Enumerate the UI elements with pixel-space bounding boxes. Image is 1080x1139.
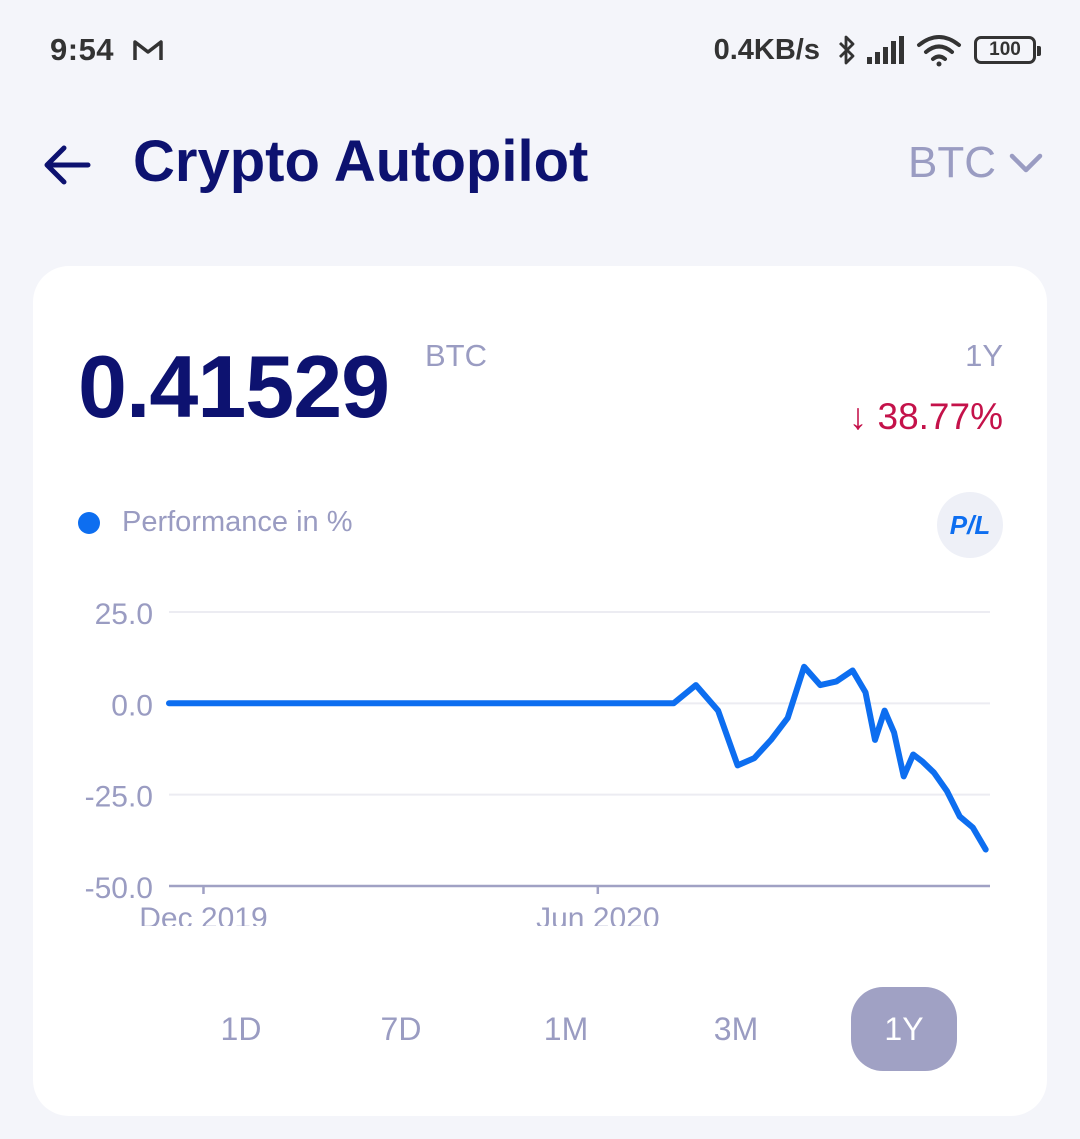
wifi-icon [917, 35, 961, 67]
battery-level: 100 [989, 39, 1021, 60]
range-tab-1m[interactable]: 1M [543, 1010, 589, 1047]
y-tick-label: 0.0 [111, 689, 153, 722]
x-tick-label: Dec 2019 [139, 902, 267, 926]
change-percent: ↓ 38.77% [848, 396, 1003, 437]
period-label: 1Y [965, 338, 1003, 373]
status-time: 9:54 [50, 32, 115, 67]
gmail-icon [133, 40, 163, 60]
network-speed: 0.4KB/s [713, 33, 820, 66]
pl-toggle-button[interactable]: P/L [937, 492, 1003, 558]
chevron-down-icon [1009, 153, 1043, 173]
y-tick-label: -25.0 [85, 781, 153, 814]
status-bar: 9:54 0.4KB/s 100 [0, 0, 1080, 100]
legend-dot [78, 511, 100, 534]
page-title: Crypto Autopilot [133, 129, 589, 194]
chart-legend: Performance in % [78, 506, 353, 539]
back-arrow-icon[interactable] [40, 138, 94, 192]
bluetooth-icon [839, 35, 855, 65]
signal-icon [867, 36, 904, 64]
balance-unit: BTC [425, 338, 487, 373]
currency-value: BTC [908, 138, 996, 187]
y-tick-label: 25.0 [95, 598, 153, 631]
currency-dropdown[interactable]: BTC [908, 138, 1044, 188]
header: Crypto Autopilot BTC [0, 120, 1080, 210]
x-tick-label: Jun 2020 [536, 902, 659, 926]
range-tab-3m[interactable]: 3M [713, 1010, 759, 1047]
range-tab-7d[interactable]: 7D [380, 1010, 422, 1047]
performance-line [166, 663, 989, 853]
range-tab-1d[interactable]: 1D [220, 1010, 262, 1047]
legend-label: Performance in % [122, 506, 353, 538]
y-tick-label: -50.0 [85, 872, 153, 905]
battery-icon: 100 [974, 36, 1041, 64]
status-left: 9:54 [50, 32, 164, 68]
portfolio-card: 0.41529 BTC 1Y ↓ 38.77% Performance in %… [33, 266, 1047, 1116]
status-right: 0.4KB/s 100 [713, 33, 1041, 67]
balance-value: 0.41529 [78, 337, 390, 436]
range-tabs: 1D 7D 1M 3M 1Y [153, 986, 957, 1072]
range-tab-1y[interactable]: 1Y [851, 987, 957, 1071]
